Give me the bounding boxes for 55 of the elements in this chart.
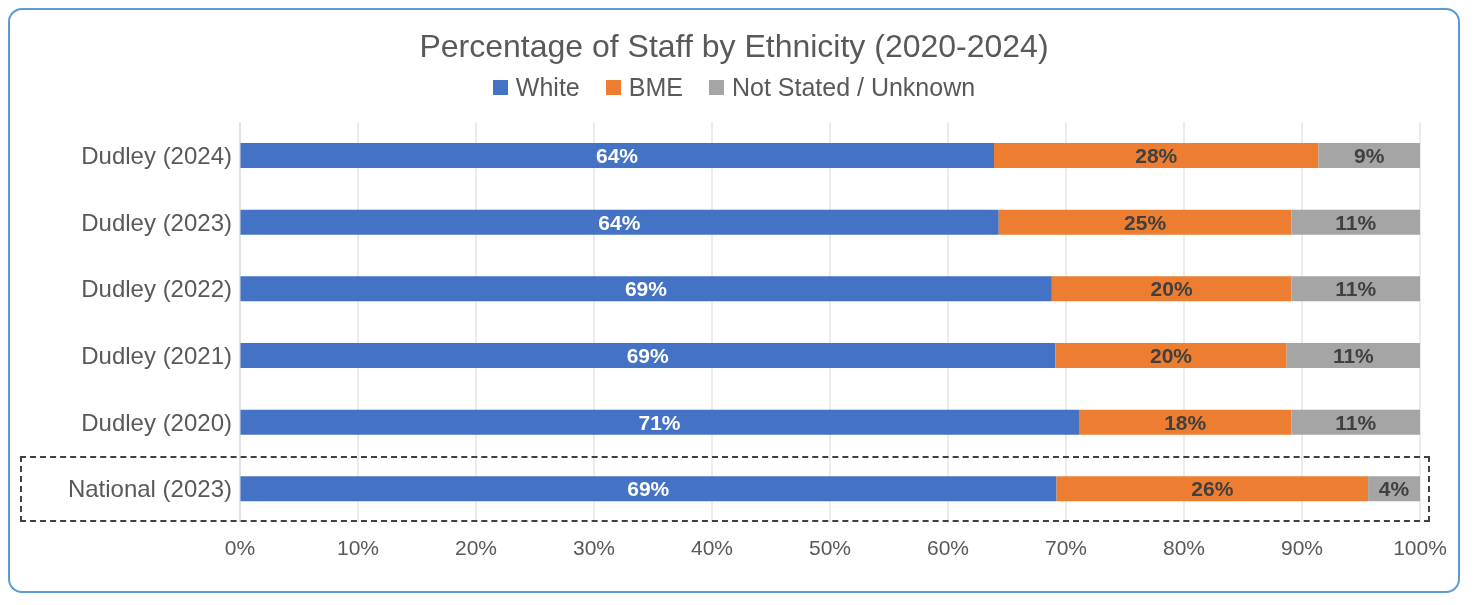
data-label: 20% — [1150, 343, 1193, 367]
data-label: 11% — [1335, 210, 1377, 234]
bar — [240, 276, 1052, 302]
data-label: 69% — [627, 477, 670, 501]
y-tick-label: Dudley (2021) — [81, 341, 232, 369]
legend-label: Not Stated / Unknown — [730, 73, 976, 102]
data-label: 26% — [1191, 477, 1234, 501]
data-label: 11% — [1335, 277, 1377, 301]
x-tick-label: 70% — [1044, 535, 1088, 559]
bar — [1291, 276, 1420, 302]
bar — [240, 143, 995, 168]
bar — [1286, 343, 1420, 368]
x-tick-label: 10% — [336, 535, 380, 559]
y-tick-label: Dudley (2023) — [81, 208, 232, 236]
x-tick-label: 0% — [224, 535, 256, 559]
x-tick-label: 60% — [926, 535, 970, 559]
y-tick-label: Dudley (2022) — [81, 275, 232, 303]
bar — [1051, 276, 1292, 302]
x-tick-label: 80% — [1162, 535, 1206, 559]
bar — [998, 209, 1292, 235]
data-label: 71% — [638, 410, 681, 434]
data-label: 20% — [1150, 277, 1193, 301]
legend-label: White — [514, 73, 580, 102]
x-tick-label: 30% — [572, 535, 616, 559]
x-tick-label: 100% — [1393, 535, 1447, 559]
bar — [1291, 209, 1420, 235]
x-tick-label: 50% — [808, 535, 852, 559]
bar — [240, 343, 1056, 368]
data-label: 25% — [1124, 210, 1167, 234]
bar — [1056, 476, 1369, 502]
y-tick-label: Dudley (2024) — [81, 141, 232, 169]
x-tick-label: 40% — [690, 535, 734, 559]
data-label: 9% — [1354, 143, 1385, 167]
bar — [240, 209, 999, 235]
bar — [1055, 343, 1287, 368]
data-label: 4% — [1378, 477, 1410, 501]
data-label: 64% — [598, 210, 641, 234]
y-tick-label: National (2023) — [67, 475, 232, 503]
data-label: 69% — [624, 277, 668, 301]
data-label: 18% — [1164, 410, 1207, 434]
x-tick-label: 20% — [454, 535, 498, 559]
x-tick-label: 90% — [1280, 535, 1324, 559]
bar — [240, 409, 1079, 435]
y-tick-label: Dudley (2020) — [81, 408, 232, 436]
legend-label: BME — [627, 73, 683, 102]
bar — [1291, 409, 1420, 435]
chart-title: Percentage of Staff by Ethnicity (2020-2024) — [418, 28, 1050, 65]
bar — [1078, 409, 1292, 435]
data-label: 69% — [626, 343, 670, 367]
bar — [994, 143, 1319, 168]
data-label: 28% — [1135, 143, 1178, 167]
bar — [240, 476, 1057, 502]
data-label: 64% — [595, 143, 639, 167]
data-label: 11% — [1335, 410, 1377, 434]
data-label: 11% — [1332, 343, 1375, 367]
